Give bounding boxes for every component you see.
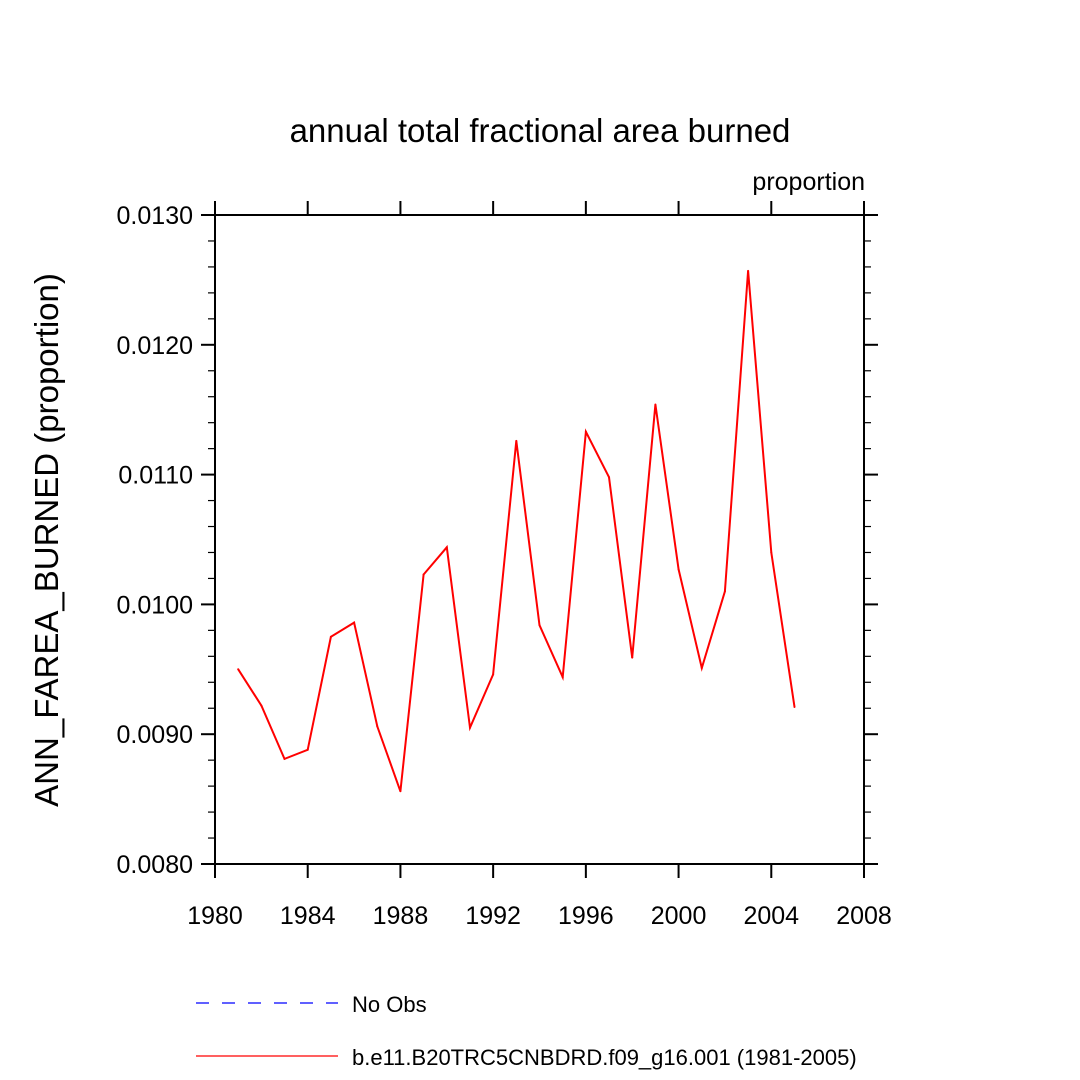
data-point [260, 704, 263, 707]
data-point [468, 726, 471, 729]
data-point [515, 439, 518, 442]
data-point [723, 590, 726, 593]
data-point [306, 748, 309, 751]
y-tick-label: 0.0090 [117, 721, 193, 749]
x-tick-label: 1988 [373, 902, 429, 930]
y-axis-label: ANN_FAREA_BURNED (proportion) [28, 273, 65, 807]
series-line [237, 270, 796, 792]
legend-label-no-obs: No Obs [352, 992, 427, 1017]
x-tick-label: 1980 [187, 902, 243, 930]
data-point [329, 635, 332, 638]
series-layer [237, 269, 796, 793]
units-label: proportion [752, 168, 865, 196]
data-point [283, 757, 286, 760]
data-point [631, 656, 634, 659]
y-tick-label: 0.0120 [117, 332, 193, 360]
data-point [237, 668, 240, 671]
data-point [561, 676, 564, 679]
data-point [422, 573, 425, 576]
data-point [608, 476, 611, 479]
y-tick-label: 0.0080 [117, 851, 193, 879]
x-tick-label: 2004 [743, 902, 799, 930]
data-point [399, 790, 402, 793]
x-tick-labels: 1980 1984 1988 1992 1996 2000 2004 2008 [187, 902, 892, 930]
data-point [538, 624, 541, 627]
data-point [677, 568, 680, 571]
plot-frame [214, 214, 865, 865]
data-point [445, 546, 448, 549]
data-point [492, 673, 495, 676]
y-tick-labels: 0.0080 0.0090 0.0100 0.0110 0.0120 0.0130 [117, 202, 193, 879]
legend: No Obs b.e11.B20TRC5CNBDRD.f09_g16.001 (1… [196, 992, 857, 1070]
data-point [376, 725, 379, 728]
x-tick-label: 2000 [651, 902, 707, 930]
data-point [654, 403, 657, 406]
x-tick-label: 1996 [558, 902, 614, 930]
tick-marks [201, 201, 878, 878]
x-tick-label: 1984 [280, 902, 336, 930]
x-tick-label: 1992 [465, 902, 521, 930]
y-tick-label: 0.0110 [118, 462, 193, 490]
legend-label-model: b.e11.B20TRC5CNBDRD.f09_g16.001 (1981-20… [352, 1045, 857, 1070]
data-point [747, 269, 750, 272]
data-point [353, 621, 356, 624]
y-tick-label: 0.0130 [117, 202, 193, 230]
data-point [584, 430, 587, 433]
data-point [793, 705, 796, 708]
y-tick-label: 0.0100 [117, 591, 193, 619]
data-point [700, 667, 703, 670]
chart-title: annual total fractional area burned [290, 112, 791, 149]
x-tick-label: 2008 [836, 902, 892, 930]
data-point [770, 551, 773, 554]
